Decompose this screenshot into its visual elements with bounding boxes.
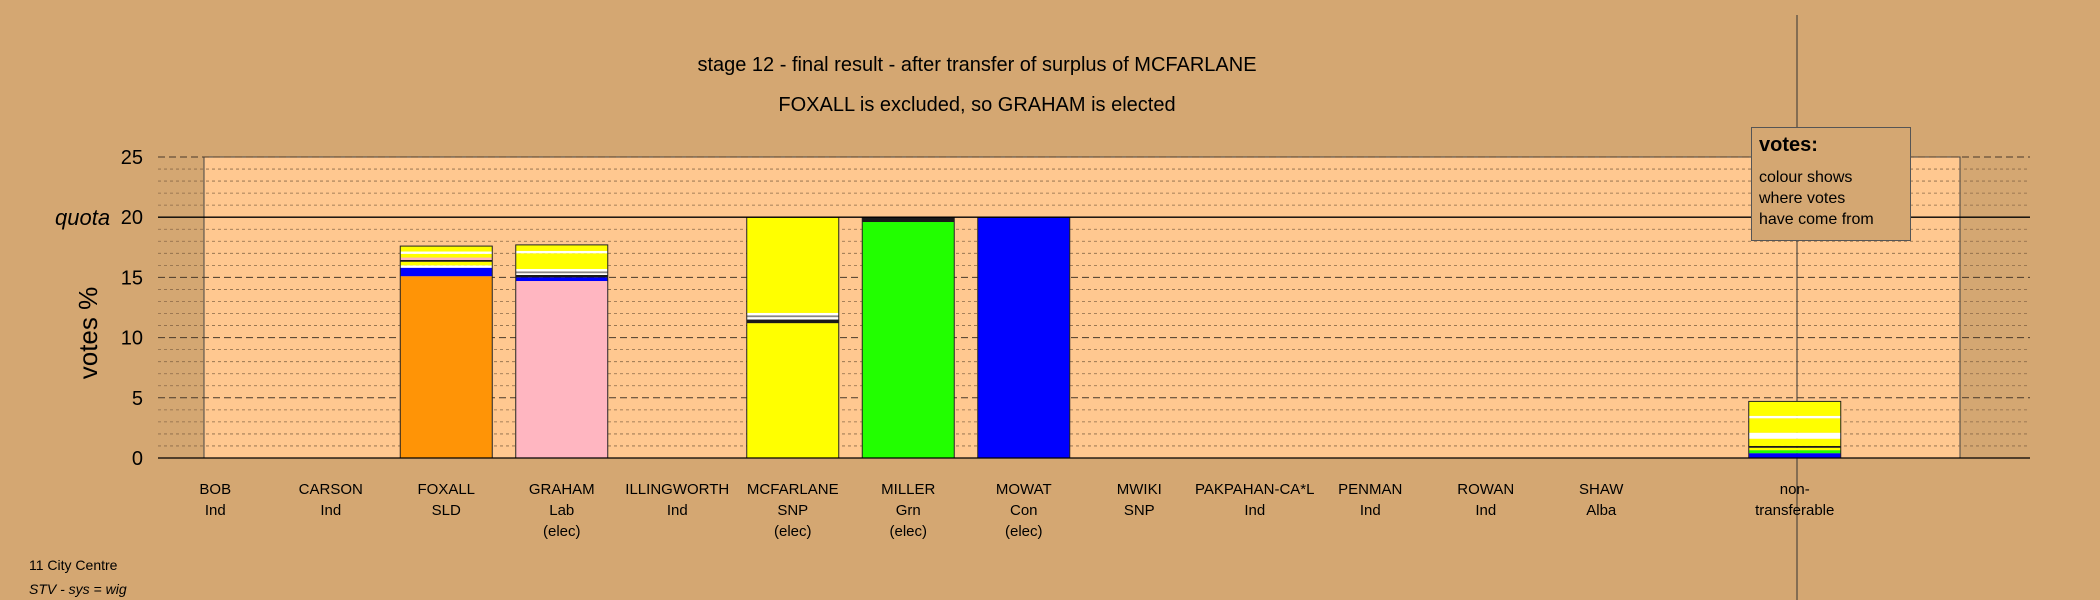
bar-segment (746, 317, 839, 320)
footer-system: STV - sys = wig (29, 581, 127, 597)
bar-segment (400, 257, 493, 260)
category-label-name: ILLINGWORTH (625, 481, 729, 498)
legend-title: votes: (1759, 134, 1818, 156)
bar-segment (400, 267, 493, 277)
category-label-status: (elec) (1005, 523, 1043, 540)
bar-segment (515, 277, 608, 282)
quota-label: quota (55, 205, 110, 230)
bar-5 (746, 216, 840, 459)
bar-segment (400, 265, 493, 268)
y-tick-label: 15 (121, 267, 143, 289)
bar-segment (400, 259, 493, 262)
category-label-party: SNP (777, 502, 808, 519)
category-label-party: Grn (896, 502, 921, 519)
legend: votes: colour shows where votes have com… (1751, 127, 1911, 241)
category-label-name: FOXALL (417, 481, 475, 498)
bar-segment (400, 261, 493, 266)
bar-segment (1748, 415, 1841, 419)
y-tick-label: 0 (132, 448, 143, 470)
category-label-party: Ind (1360, 502, 1381, 519)
bar-segment (515, 271, 608, 274)
category-label-name: MWIKI (1117, 481, 1162, 498)
footer-ward: 11 City Centre (29, 557, 118, 573)
bar-13 (1748, 400, 1842, 459)
category-label-party: Ind (205, 502, 226, 519)
bar-6 (861, 216, 955, 459)
y-axis-label: votes % (73, 287, 103, 380)
category-label-party: Ind (320, 502, 341, 519)
category-label-name: PENMAN (1338, 481, 1402, 498)
category-label-party: transferable (1755, 502, 1834, 519)
bar-segment (1748, 401, 1841, 416)
bar-segment (1748, 453, 1841, 458)
bar-segment (515, 274, 608, 278)
bar-segment (746, 217, 839, 313)
y-tick-label: 25 (121, 147, 143, 169)
bar-segment (515, 268, 608, 272)
category-label-status: (elec) (774, 523, 812, 540)
category-label-party: Alba (1586, 502, 1617, 519)
category-label-name: PAKPAHAN-CA*L (1195, 481, 1314, 498)
bar-2 (399, 245, 493, 459)
category-label-name: ROWAN (1457, 481, 1514, 498)
y-tick-label: 20 (121, 207, 143, 229)
bar-segment (746, 315, 839, 318)
category-label-status: (elec) (889, 523, 927, 540)
bar-segment (400, 276, 493, 458)
bar-segment (400, 246, 493, 252)
category-label-party: SLD (432, 502, 461, 519)
bar-segment (1748, 445, 1841, 448)
bar-segment (515, 244, 608, 251)
bar-segment (862, 217, 955, 223)
category-label-party: Con (1010, 502, 1038, 519)
bar-segment (746, 312, 839, 316)
bar-7 (977, 216, 1071, 459)
bar-segment (400, 253, 493, 258)
bar-segment (1748, 432, 1841, 439)
bar-segment (400, 251, 493, 254)
category-label-party: Lab (549, 502, 574, 519)
category-label-name: GRAHAM (529, 481, 595, 498)
bar-3 (515, 244, 609, 459)
plot-background (203, 156, 1961, 459)
bar-segment (515, 253, 608, 269)
bar-segment (515, 273, 608, 275)
bar-segment (746, 323, 839, 458)
category-label-name: MILLER (881, 481, 935, 498)
y-tick-label: 5 (132, 388, 143, 410)
category-label-status: (elec) (543, 523, 581, 540)
bar-segment (746, 319, 839, 324)
category-label-party: Ind (1475, 502, 1496, 519)
category-label-name: non- (1780, 481, 1810, 498)
bar-segment (1748, 438, 1841, 446)
bar-segment (862, 222, 955, 458)
category-label-name: MCFARLANE (747, 481, 839, 498)
category-label-name: BOB (199, 481, 231, 498)
bar-segment (515, 281, 608, 458)
bar-segment (1748, 450, 1841, 454)
chart-subtitle: FOXALL is excluded, so GRAHAM is elected (778, 94, 1175, 116)
bar-segment (1748, 447, 1841, 451)
category-label-name: SHAW (1579, 481, 1624, 498)
category-label-party: Ind (1244, 502, 1265, 519)
legend-text: colour shows where votes have come from (1759, 169, 1874, 228)
category-label-name: MOWAT (996, 481, 1052, 498)
bar-segment (977, 217, 1070, 458)
chart-title: stage 12 - final result - after transfer… (697, 54, 1256, 76)
bar-segment (515, 250, 608, 254)
category-label-party: Ind (667, 502, 688, 519)
category-label-party: SNP (1124, 502, 1155, 519)
y-tick-label: 10 (121, 328, 143, 350)
category-label-name: CARSON (299, 481, 363, 498)
bar-segment (1748, 418, 1841, 433)
